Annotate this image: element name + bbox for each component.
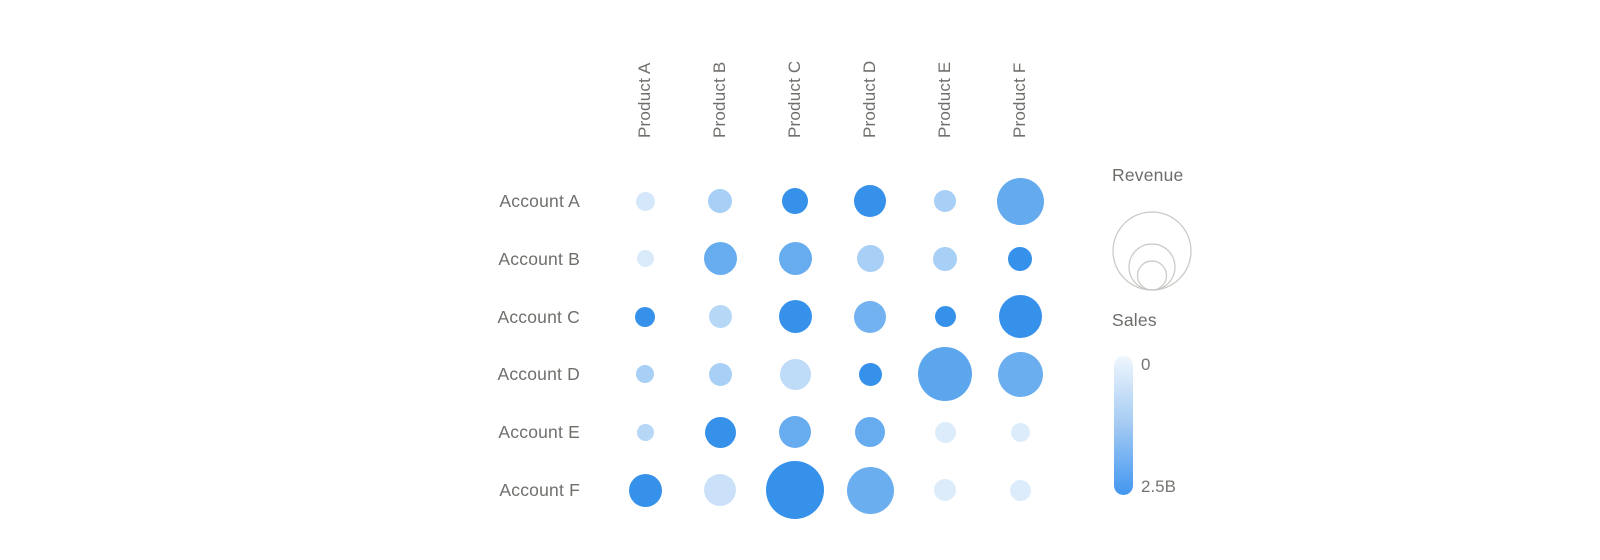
bubble-account-d-product-b[interactable] (708, 362, 732, 386)
column-label-product-f: Product F (1010, 62, 1029, 139)
bubble-account-d-product-e[interactable] (918, 347, 972, 402)
size-legend-title: Revenue (1112, 165, 1184, 185)
bubble-account-e-product-e[interactable] (934, 421, 956, 443)
color-legend-max-label: 2.5B (1141, 477, 1176, 496)
bubble-account-e-product-d[interactable] (855, 417, 885, 448)
row-label-account-f: Account F (499, 480, 580, 500)
bubble-account-c-product-e[interactable] (934, 306, 956, 328)
bubble-account-b-product-e[interactable] (933, 246, 957, 271)
bubble-account-e-product-c[interactable] (779, 416, 811, 449)
bubble-account-d-product-a[interactable] (636, 365, 654, 384)
row-label-account-c: Account C (497, 306, 580, 327)
bubble-account-a-product-c[interactable] (782, 188, 808, 214)
bubble-account-c-product-f[interactable] (998, 295, 1042, 339)
bubble-account-f-product-a[interactable] (628, 473, 662, 507)
bubble-account-b-product-c[interactable] (778, 242, 812, 276)
bubble-account-d-product-f[interactable] (997, 351, 1043, 397)
bubble-account-a-product-e[interactable] (934, 190, 956, 212)
bubble-account-b-product-f[interactable] (1008, 246, 1032, 271)
row-label-account-b: Account B (498, 248, 580, 269)
column-label-product-e: Product E (935, 61, 954, 138)
bubble-account-f-product-c[interactable] (766, 461, 824, 519)
bubble-account-e-product-b[interactable] (704, 416, 736, 448)
bubble-account-d-product-c[interactable] (779, 358, 811, 390)
bubble-account-f-product-e[interactable] (934, 479, 956, 501)
column-label-product-b: Product B (710, 61, 729, 138)
bubble-account-b-product-d[interactable] (856, 245, 884, 273)
bubble-account-f-product-f[interactable] (1009, 479, 1031, 501)
bubble-account-f-product-b[interactable] (704, 474, 736, 506)
bubble-account-a-product-a[interactable] (635, 191, 655, 211)
color-legend-title: Sales (1112, 310, 1157, 330)
row-label-account-e: Account E (498, 422, 580, 443)
color-legend-min-label: 0 (1141, 355, 1151, 374)
bubble-account-a-product-f[interactable] (996, 177, 1044, 225)
bubble-account-c-product-b[interactable] (708, 305, 732, 329)
row-label-account-d: Account D (497, 364, 580, 385)
size-legend-circles-icon (1112, 211, 1192, 291)
bubble-account-a-product-b[interactable] (708, 189, 732, 213)
bubble-account-b-product-b[interactable] (703, 242, 737, 276)
color-legend-gradient-bar (1114, 356, 1133, 495)
bubble-account-d-product-d[interactable] (858, 362, 882, 386)
column-label-product-a: Product A (635, 62, 654, 138)
row-label-account-a: Account A (499, 191, 580, 211)
bubble-account-e-product-f[interactable] (1010, 422, 1030, 442)
bubble-account-b-product-a[interactable] (636, 250, 654, 268)
bubble-account-c-product-c[interactable] (778, 300, 812, 334)
bubble-account-f-product-d[interactable] (846, 466, 894, 514)
bubble-account-c-product-d[interactable] (854, 300, 886, 333)
bubble-account-e-product-a[interactable] (636, 423, 654, 441)
bubble-account-c-product-a[interactable] (635, 306, 655, 327)
bubble-account-a-product-d[interactable] (854, 185, 886, 217)
column-label-product-d: Product D (860, 60, 879, 138)
column-label-product-c: Product C (785, 60, 804, 138)
